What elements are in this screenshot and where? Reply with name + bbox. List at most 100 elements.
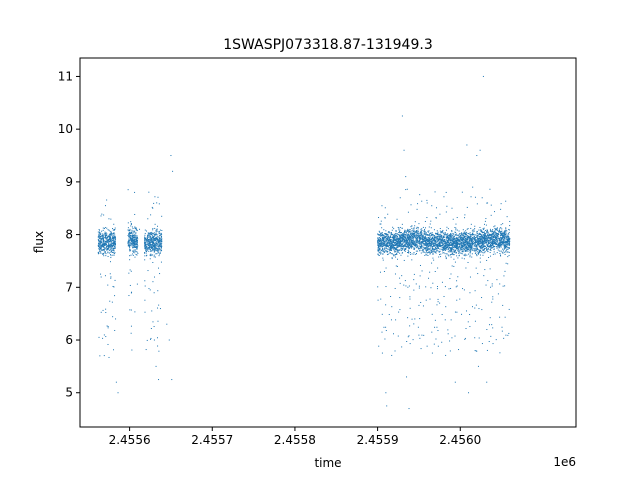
data-point [484,269,486,271]
data-point [148,248,150,250]
data-point [378,249,380,251]
data-point [394,240,396,242]
data-point [129,309,131,311]
data-point [502,243,504,245]
data-point [106,236,108,238]
data-point [475,248,477,250]
data-point [428,246,430,248]
data-point [150,239,152,241]
data-point [417,239,419,241]
data-point [393,245,395,247]
data-point [396,242,398,244]
data-point [426,245,428,247]
data-point [113,240,115,242]
data-point [487,202,489,204]
data-point [462,241,464,243]
data-point [133,237,135,239]
data-point [399,237,401,239]
data-point [401,248,403,250]
data-point [461,242,463,244]
data-point [473,235,475,237]
data-point [443,243,445,245]
data-point [148,243,150,245]
data-point [132,236,134,238]
data-point [442,246,444,248]
data-point [497,293,499,295]
data-point [501,242,503,244]
data-point [464,241,466,243]
data-point [377,234,379,236]
data-point [392,244,394,246]
data-point [496,240,498,242]
data-point [107,249,109,251]
data-point [129,235,131,237]
data-point [426,243,428,245]
data-point [387,213,389,215]
data-point [102,243,104,245]
data-point [401,249,403,251]
data-point [153,250,155,252]
data-point [405,244,407,246]
data-point [399,245,401,247]
data-point [418,237,420,239]
data-point [378,241,380,243]
data-point [387,239,389,241]
data-point [504,243,506,245]
data-point [131,232,133,234]
data-point [501,241,503,243]
data-point [133,241,135,243]
data-point [472,229,474,231]
data-point [161,242,163,244]
data-point [422,236,424,238]
data-point [160,239,162,241]
data-point [144,246,146,248]
data-point [406,245,408,247]
data-point [398,232,400,234]
data-point [503,236,505,238]
data-point [112,236,114,238]
data-point [465,238,467,240]
data-point [434,319,436,321]
data-point [447,239,449,241]
data-point [476,203,478,205]
data-point [481,297,483,299]
data-point [500,208,502,210]
data-point [386,243,388,245]
data-point [392,247,394,249]
data-point [133,235,135,237]
data-point [458,233,460,235]
data-point [405,243,407,245]
data-point [459,236,461,238]
data-point [475,252,477,254]
data-point [444,244,446,246]
data-point [508,242,510,244]
data-point [382,247,384,249]
data-point [480,229,482,231]
data-point [113,242,115,244]
data-point [465,238,467,240]
data-point [103,334,105,336]
data-point [133,245,135,247]
data-point [472,237,474,239]
data-point [155,365,157,367]
data-point [151,239,153,241]
data-point [114,229,116,231]
data-point [456,285,458,287]
data-point [456,299,458,301]
data-point [480,251,482,253]
data-point [132,245,134,247]
data-point [158,203,160,205]
data-point [491,238,493,240]
data-point [473,231,475,233]
data-point [477,241,479,243]
data-point [129,250,131,252]
data-point [483,245,485,247]
data-point [458,248,460,250]
data-point [457,252,459,254]
data-point [129,249,131,251]
data-point [384,250,386,252]
data-point [153,244,155,246]
data-point [478,251,480,253]
data-point [431,234,433,236]
data-point [430,242,432,244]
